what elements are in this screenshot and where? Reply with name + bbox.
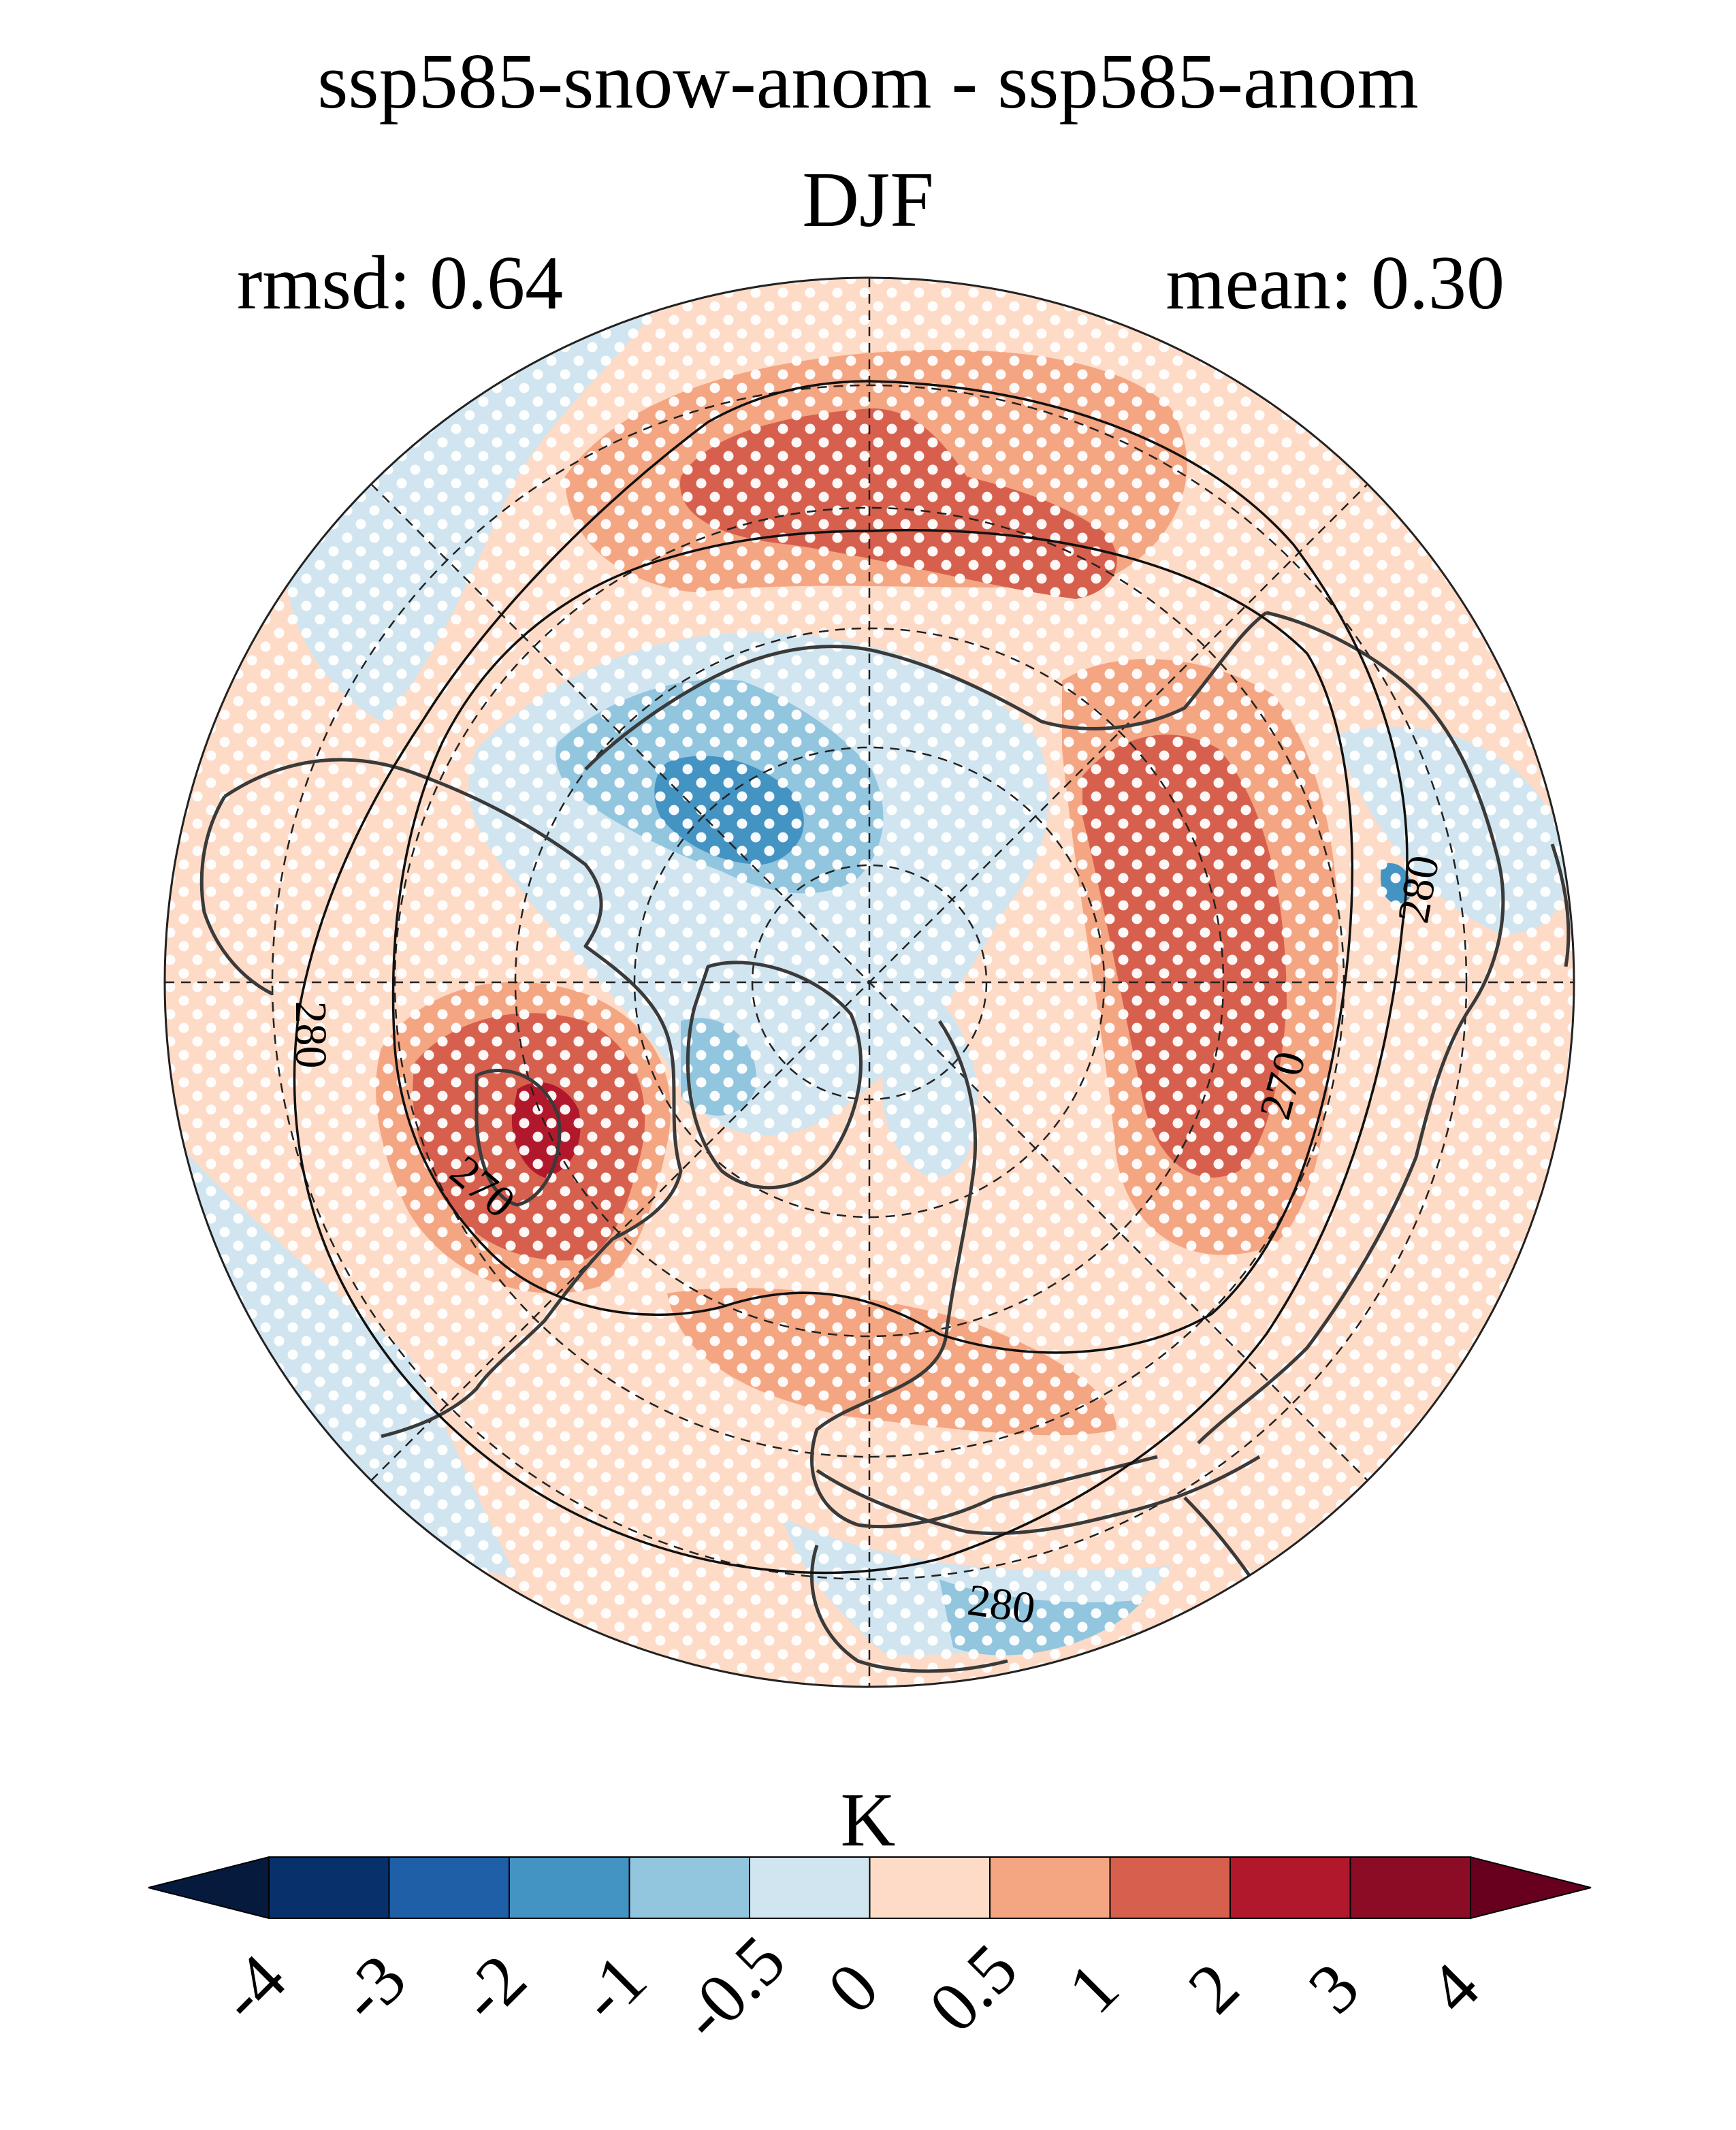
colorbar-tick-label: 4 (1414, 1948, 1494, 2029)
colorbar-cell-6 (989, 1856, 1111, 1919)
colorbar-under-arrow (148, 1856, 270, 1920)
contour-label-280-south: 280 (965, 1575, 1038, 1634)
coast-hudson-bay (475, 1069, 562, 1207)
colorbar-tick-label: 2 (1174, 1948, 1254, 2029)
colorbar-tick-label: -1 (564, 1939, 662, 2037)
colorbar-tick-label: 0 (813, 1948, 893, 2029)
coast-alaska (199, 795, 274, 996)
colorbar: -4 -3 -2 -1 -0.5 0 0.5 1 2 3 4 (148, 1856, 1592, 2056)
colorbar-cell-3 (628, 1856, 750, 1919)
colorbar-units-label: K (840, 1778, 896, 1862)
coast-north-america (223, 758, 683, 1438)
coast-japan (1550, 843, 1571, 967)
colorbar-tick-label: 1 (1053, 1948, 1134, 2029)
meridian-135 (370, 483, 1368, 1481)
colorbar-cell-0 (268, 1856, 390, 1919)
contour-label-280-west: 280 (286, 1001, 336, 1069)
coast-mediterranean (816, 1455, 1261, 1536)
coast-europe (810, 1020, 1158, 1529)
season-label: DJF (802, 157, 934, 244)
colorbar-tick-label: -0.5 (666, 1921, 801, 2056)
colorbar-tick-label: -3 (324, 1939, 421, 2037)
colorbar-cell-7 (1109, 1856, 1231, 1919)
colorbar-tick-label: -2 (444, 1939, 541, 2037)
colorbar-cell-2 (509, 1856, 630, 1919)
contour-label-280-east: 280 (1388, 852, 1449, 926)
coast-greenland (686, 961, 863, 1190)
colorbar-tick-label: -4 (204, 1939, 301, 2037)
contour-280 (293, 380, 1409, 1575)
coast-eurasia-north (584, 611, 1268, 771)
mean-label: mean: 0.30 (1166, 241, 1505, 325)
colorbar-cell-9 (1349, 1856, 1471, 1919)
colorbar-cell-5 (869, 1856, 991, 1919)
colorbar-cell-4 (749, 1856, 871, 1919)
coast-asia-east (1197, 611, 1505, 1445)
map-boundary (163, 276, 1575, 1688)
colorbar-tick-label: 3 (1293, 1948, 1374, 2029)
chart-title: ssp585-snow-anom - ssp585-anom (317, 38, 1419, 125)
coast-africa (810, 1545, 1008, 1673)
colorbar-tick-label: 0.5 (914, 1929, 1032, 2047)
colorbar-cell-8 (1229, 1856, 1351, 1919)
colorbar-over-arrow (1470, 1856, 1592, 1920)
colorbar-cell-1 (388, 1856, 510, 1919)
contour-270 (391, 529, 1353, 1354)
climatology-contours (293, 380, 1409, 1575)
rmsd-label: rmsd: 0.64 (237, 241, 564, 325)
